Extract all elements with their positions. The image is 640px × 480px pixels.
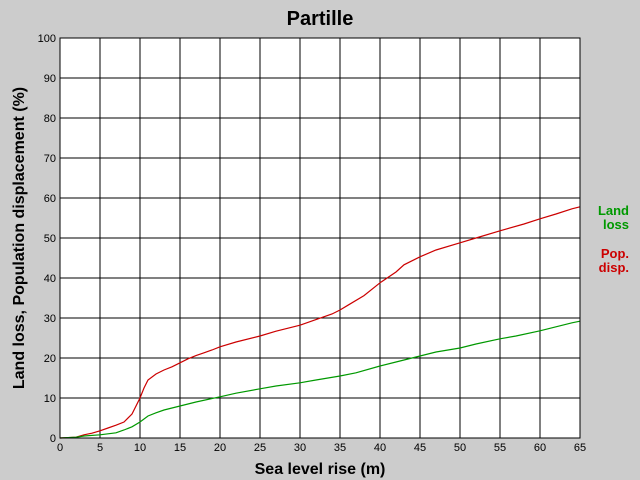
legend-entry-0: disp. xyxy=(599,260,629,275)
x-tick-label: 30 xyxy=(294,442,306,454)
x-tick-label: 55 xyxy=(494,442,506,454)
series-group xyxy=(59,206,581,439)
x-tick-label: 65 xyxy=(574,442,586,454)
x-tick-label: 40 xyxy=(374,442,386,454)
series-line-1 xyxy=(59,320,581,439)
legend-entry-1: Land xyxy=(598,203,629,218)
y-tick-label: 10 xyxy=(44,393,56,405)
x-tick-label: 5 xyxy=(97,442,103,454)
y-tick-label: 100 xyxy=(38,33,56,45)
legend-entry-1: loss xyxy=(603,217,629,232)
y-tick-label: 50 xyxy=(44,233,56,245)
y-tick-label: 30 xyxy=(44,313,56,325)
plot-frame xyxy=(59,37,581,439)
y-tick-label: 0 xyxy=(50,433,56,445)
x-tick-label: 20 xyxy=(214,442,226,454)
x-tick-label: 35 xyxy=(334,442,346,454)
x-tick-label: 60 xyxy=(534,442,546,454)
tick-labels: 0 5 10 15 20 25 30 35 40 45 50 55 60 65 0 10 20 30 40 50 60 7… xyxy=(38,33,586,454)
legend-entry-0: Pop. xyxy=(601,246,629,261)
x-tick-label: 25 xyxy=(254,442,266,454)
y-tick-label: 40 xyxy=(44,273,56,285)
x-axis-label: Sea level rise (m) xyxy=(255,461,386,478)
x-tick-label: 0 xyxy=(57,442,63,454)
series-line-0 xyxy=(59,206,581,439)
x-tick-label: 15 xyxy=(174,442,186,454)
chart-title: Partille xyxy=(287,8,354,30)
y-tick-label: 80 xyxy=(44,113,56,125)
y-tick-label: 70 xyxy=(44,153,56,165)
x-tick-label: 50 xyxy=(454,442,466,454)
y-tick-label: 20 xyxy=(44,353,56,365)
y-tick-label: 90 xyxy=(44,73,56,85)
x-tick-label: 45 xyxy=(414,442,426,454)
x-tick-label: 10 xyxy=(134,442,146,454)
y-tick-label: 60 xyxy=(44,193,56,205)
y-axis-label: Land loss, Population displacement (%) xyxy=(11,87,28,389)
